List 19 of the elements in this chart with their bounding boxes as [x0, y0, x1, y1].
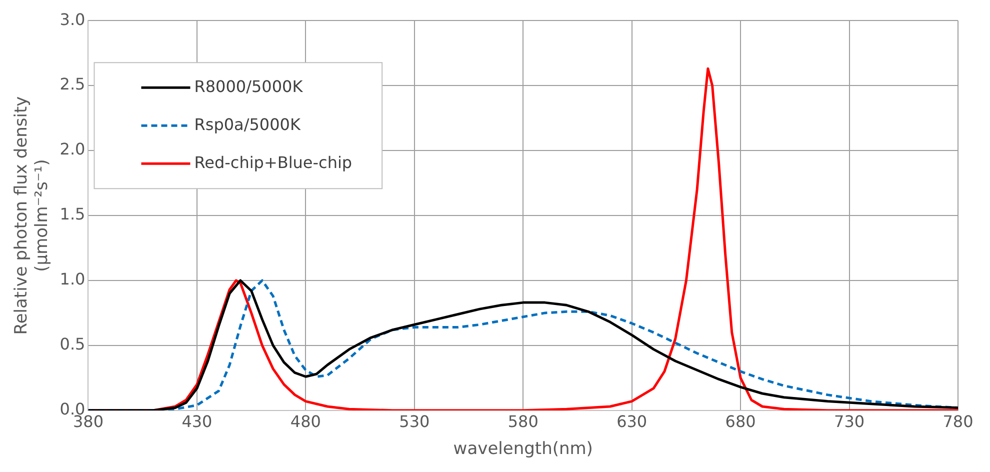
y-tick-label: 1.0 [60, 270, 86, 289]
x-tick-label: 680 [725, 412, 756, 432]
x-tick-label: 630 [616, 412, 648, 432]
legend-label: Rsp0a/5000K [194, 114, 301, 134]
x-tick-label: 730 [834, 412, 865, 432]
x-tick-label: 580 [508, 412, 538, 432]
y-tick-label: 0.5 [60, 334, 86, 354]
legend-label: Red-chip+Blue-chip [194, 152, 352, 172]
legend-label: R8000/5000K [194, 76, 304, 96]
y-tick-label: 1.5 [60, 204, 86, 224]
x-tick-label: 480 [290, 412, 321, 432]
y-axis-title: Relative photon flux density (μmolm⁻²s⁻¹) [12, 96, 52, 335]
x-axis-title: wavelength(nm) [453, 439, 593, 460]
y-tick-label: 2.5 [60, 74, 86, 94]
x-tick-label: 780 [942, 412, 974, 432]
x-tick-label: 530 [399, 412, 430, 432]
y-tick-label: 2.0 [60, 140, 86, 159]
x-tick-label: 430 [182, 412, 212, 432]
y-tick-label: 3.0 [60, 10, 86, 29]
